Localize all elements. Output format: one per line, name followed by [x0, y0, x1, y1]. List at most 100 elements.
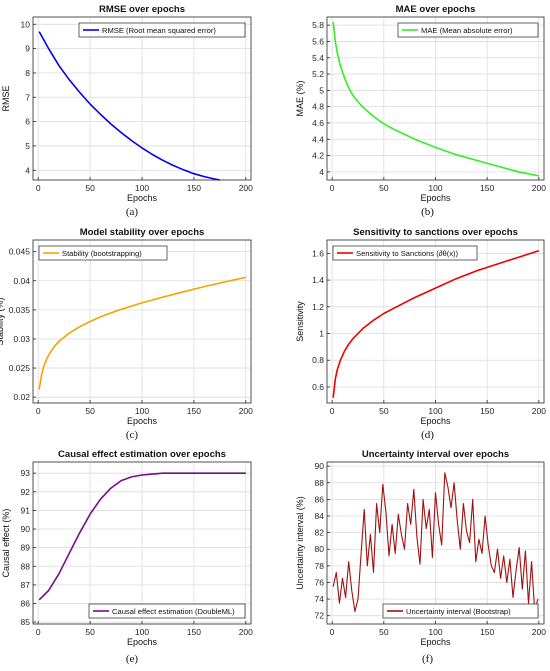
y-tick-label: 5: [25, 141, 30, 151]
series-line-1: [38, 31, 221, 181]
y-tick-label: 90: [315, 461, 325, 471]
x-tick-label: 0: [330, 406, 335, 416]
y-tick-label: 5.6: [312, 36, 324, 46]
x-axis-label: Epochs: [420, 637, 451, 647]
y-tick-label: 4.8: [312, 102, 324, 112]
y-tick-label: 84: [315, 511, 325, 521]
y-tick-label: 92: [21, 487, 31, 497]
series-line-1: [38, 472, 246, 601]
x-tick-label: 100: [428, 627, 442, 637]
chart-title: Uncertainty interval over epochs: [362, 449, 509, 460]
y-tick-label: 5: [319, 85, 324, 95]
y-tick-label: 0.6: [312, 382, 324, 392]
y-tick-label: 1.6: [312, 248, 324, 258]
x-tick-label: 150: [187, 406, 201, 416]
y-tick-label: 86: [315, 494, 325, 504]
legend-box: [332, 245, 478, 261]
y-tick-label: 4.4: [312, 134, 324, 144]
chart-panel-3: 0 50 100 150 200 0.02 0.025 0.03 0.035 0.04 0.045 M…: [0, 227, 253, 441]
y-tick-label: 0.025: [9, 363, 31, 373]
x-tick-label: 50: [379, 627, 389, 637]
y-tick-label: 0.045: [9, 247, 31, 257]
y-axis-label: MAE (%): [295, 80, 305, 116]
x-axis-label: Epochs: [420, 193, 451, 203]
y-tick-label: 1.2: [312, 302, 324, 312]
legend-label: MAE (Mean absolute error): [421, 26, 513, 35]
x-tick-label: 150: [480, 627, 494, 637]
y-tick-label: 90: [21, 524, 31, 534]
x-axis-label: Epochs: [127, 637, 158, 647]
x-tick-label: 0: [36, 406, 41, 416]
legend: MAE (Mean absolute error): [397, 22, 539, 38]
y-tick-label: 8: [25, 68, 30, 78]
x-tick-label: 100: [428, 406, 442, 416]
y-tick-label: 74: [315, 594, 325, 604]
y-tick-label: 9: [25, 44, 30, 54]
legend-box: [78, 22, 246, 38]
chart-panel-2: 0 50 100 150 200 4 4.2 4.4 4.6 4.8 5 5.2 5.4 5.6 5.8 MA…: [295, 4, 546, 218]
y-tick-label: 72: [315, 611, 325, 621]
y-axis-label: Causal effect (%): [1, 509, 11, 578]
x-tick-label: 50: [379, 183, 389, 193]
chart-title: MAE over epochs: [396, 4, 476, 15]
y-axis-label: RMSE: [1, 85, 11, 111]
chart-title: Model stability over epochs: [80, 227, 205, 238]
x-tick-label: 100: [428, 183, 442, 193]
y-tick-label: 0.03: [13, 334, 30, 344]
y-tick-label: 0.02: [13, 392, 30, 402]
x-tick-label: 0: [330, 627, 335, 637]
legend-box: [397, 22, 539, 38]
panel-caption: (f): [422, 653, 433, 665]
legend-label: Causal effect estimation (DoubleML): [112, 607, 235, 616]
x-tick-label: 200: [239, 183, 253, 193]
legend-box: [38, 245, 168, 261]
x-axis-label: Epochs: [420, 416, 451, 426]
y-tick-label: 6: [25, 117, 30, 127]
legend-label: Sensitivity to Sanctions (∂θ(x)): [356, 249, 459, 258]
panel-caption: (e): [126, 653, 139, 665]
chart-title: Causal effect estimation over epochs: [58, 449, 226, 460]
x-tick-label: 150: [480, 406, 494, 416]
x-axis-label: Epochs: [127, 416, 158, 426]
x-tick-label: 100: [135, 183, 149, 193]
chart-panel-5: 0 50 100 150 200 85 86 87 88 89 90 91 92 93 Causal eff…: [1, 449, 253, 665]
y-axis-label: Sensitivity: [295, 301, 305, 342]
y-tick-label: 0.8: [312, 355, 324, 365]
series-line-1: [332, 21, 539, 177]
y-tick-label: 87: [21, 580, 31, 590]
x-tick-label: 200: [239, 627, 253, 637]
panel-caption: (b): [421, 206, 434, 218]
panel-caption: (a): [126, 206, 139, 218]
chart-panel-6: 0 50 100 150 200 72 74 76 78 80 82 84 86 88 90 Uncertai…: [295, 449, 546, 665]
y-tick-label: 89: [21, 543, 31, 553]
legend: Sensitivity to Sanctions (∂θ(x)): [332, 245, 478, 261]
x-tick-label: 100: [135, 627, 149, 637]
panel-caption: (c): [126, 429, 139, 441]
y-tick-label: 80: [315, 544, 325, 554]
chart-title: RMSE over epochs: [99, 4, 185, 15]
y-tick-label: 4.2: [312, 151, 324, 161]
y-tick-label: 4: [319, 167, 324, 177]
y-tick-label: 1: [319, 329, 324, 339]
y-tick-label: 82: [315, 528, 325, 538]
y-tick-label: 7: [25, 92, 30, 102]
x-tick-label: 150: [187, 627, 201, 637]
x-tick-label: 0: [36, 627, 41, 637]
legend: RMSE (Root mean squared error): [78, 22, 246, 38]
y-tick-label: 91: [21, 505, 31, 515]
x-tick-label: 150: [187, 183, 201, 193]
legend: Causal effect estimation (DoubleML): [88, 603, 246, 619]
x-tick-label: 200: [239, 406, 253, 416]
x-tick-label: 50: [85, 183, 95, 193]
y-axis-label: Stability (%): [0, 297, 5, 345]
legend: Uncertainty interval (Bootstrap): [382, 603, 539, 619]
series-line-1: [38, 276, 246, 390]
chart-panel-4: 0 50 100 150 200 0.6 0.8 1 1.2 1.4 1.6 Sensitivity …: [295, 227, 546, 441]
y-tick-label: 4: [25, 165, 30, 175]
y-tick-label: 76: [315, 577, 325, 587]
legend-box: [88, 603, 246, 619]
legend: Stability (bootstrapping): [38, 245, 168, 261]
x-axis-label: Epochs: [127, 193, 158, 203]
y-tick-label: 0.04: [13, 276, 30, 286]
